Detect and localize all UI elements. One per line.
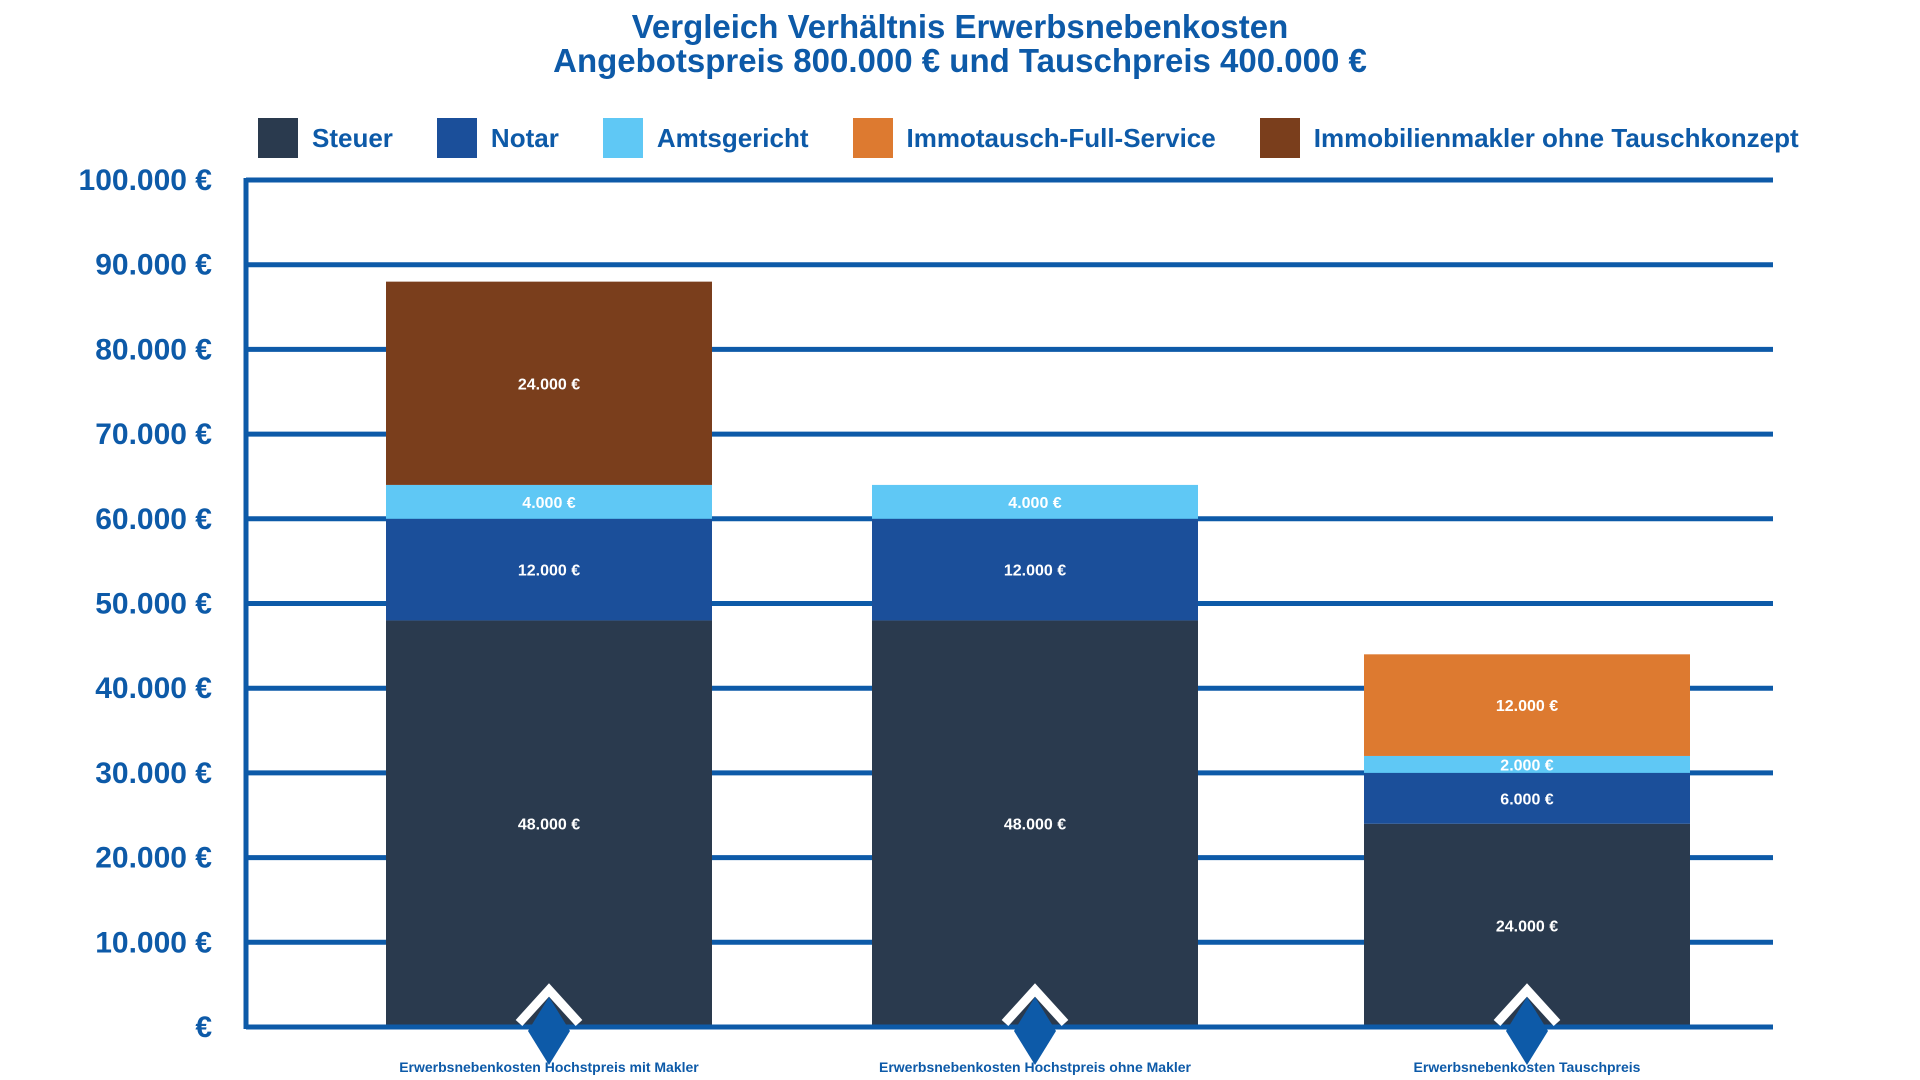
y-tick-label: 30.000 € [95,757,212,790]
y-tick-label: 40.000 € [95,672,212,705]
legend-item: Immotausch-Full-Service [852,118,1216,158]
data-label: 2.000 € [1500,757,1553,774]
y-tick-label: 100.000 € [79,164,213,197]
legend-label: Immotausch-Full-Service [906,122,1216,153]
data-label: 12.000 € [518,563,580,580]
data-label: 48.000 € [518,817,580,834]
legend-swatch [602,118,643,158]
data-label: 6.000 € [1500,791,1553,808]
data-label: 4.000 € [1008,495,1061,512]
y-tick-label: 20.000 € [95,842,212,875]
legend-item: Steuer [258,118,393,158]
bar-segment-steuer [872,620,1198,1027]
data-label: 24.000 € [518,376,580,393]
legend-swatch [258,118,298,158]
bar-segment-notar [872,518,1198,621]
legend-swatch [1259,118,1300,158]
legend-label: Steuer [312,122,393,153]
legend-swatch [852,118,893,158]
bar-segment-amtsgericht [1364,755,1690,773]
diamond-marker-icon [528,997,570,1065]
data-label: 12.000 € [1004,563,1066,580]
y-tick-label: 10.000 € [95,926,212,959]
y-tick-label: € [195,1011,212,1044]
category-label: Erwerbsnebenkosten Hochstpreis ohne Makl… [879,1059,1192,1075]
bar-segment-amtsgericht [386,484,712,519]
bar-segment-steuer [386,620,712,1027]
legend: Steuer Notar Amtsgericht Immotausch-Full-Se… [258,118,1843,158]
legend-swatch [436,118,477,158]
bar-segment-notar [386,518,712,621]
chevron-marker-icon [1001,983,1069,1027]
y-tick-label: 70.000 € [95,418,212,451]
chart-subtitle: Angebotspreis 800.000 € und Tauschpreis … [553,42,1367,79]
legend-label: Notar [490,122,559,153]
category-label: Erwerbsnebenkosten Tauschpreis [1414,1059,1641,1075]
y-tick-label: 60.000 € [95,503,212,536]
y-tick-label: 80.000 € [95,333,212,366]
diamond-marker-icon [1506,997,1548,1065]
chevron-marker-icon [515,983,583,1027]
bar-segment-immobilienmakler-ohne-tauschkonzept [386,281,712,485]
diamond-marker-icon [1014,997,1056,1065]
legend-label: Amtsgericht [656,122,809,153]
bar-segment-immotausch-full-service [1364,654,1690,756]
y-tick-label: 90.000 € [95,249,212,282]
legend-item: Amtsgericht [602,118,809,158]
data-label: 12.000 € [1496,698,1558,715]
data-label: 48.000 € [1004,817,1066,834]
chart-title: Vergleich Verhältnis Erwerbsnebenkosten [631,8,1289,45]
data-label: 24.000 € [1496,918,1558,935]
legend-label: Immobilienmakler ohne Tauschkonzept [1313,122,1799,153]
bar-segment-notar [1364,772,1690,824]
legend-item: Immobilienmakler ohne Tauschkonzept [1259,118,1799,158]
legend-item: Notar [436,118,559,158]
y-tick-label: 50.000 € [95,588,212,621]
chevron-marker-icon [1493,983,1561,1027]
bar-segment-amtsgericht [872,484,1198,519]
category-label: Erwerbsnebenkosten Hochstpreis mit Makle… [399,1059,699,1075]
data-label: 4.000 € [522,495,575,512]
